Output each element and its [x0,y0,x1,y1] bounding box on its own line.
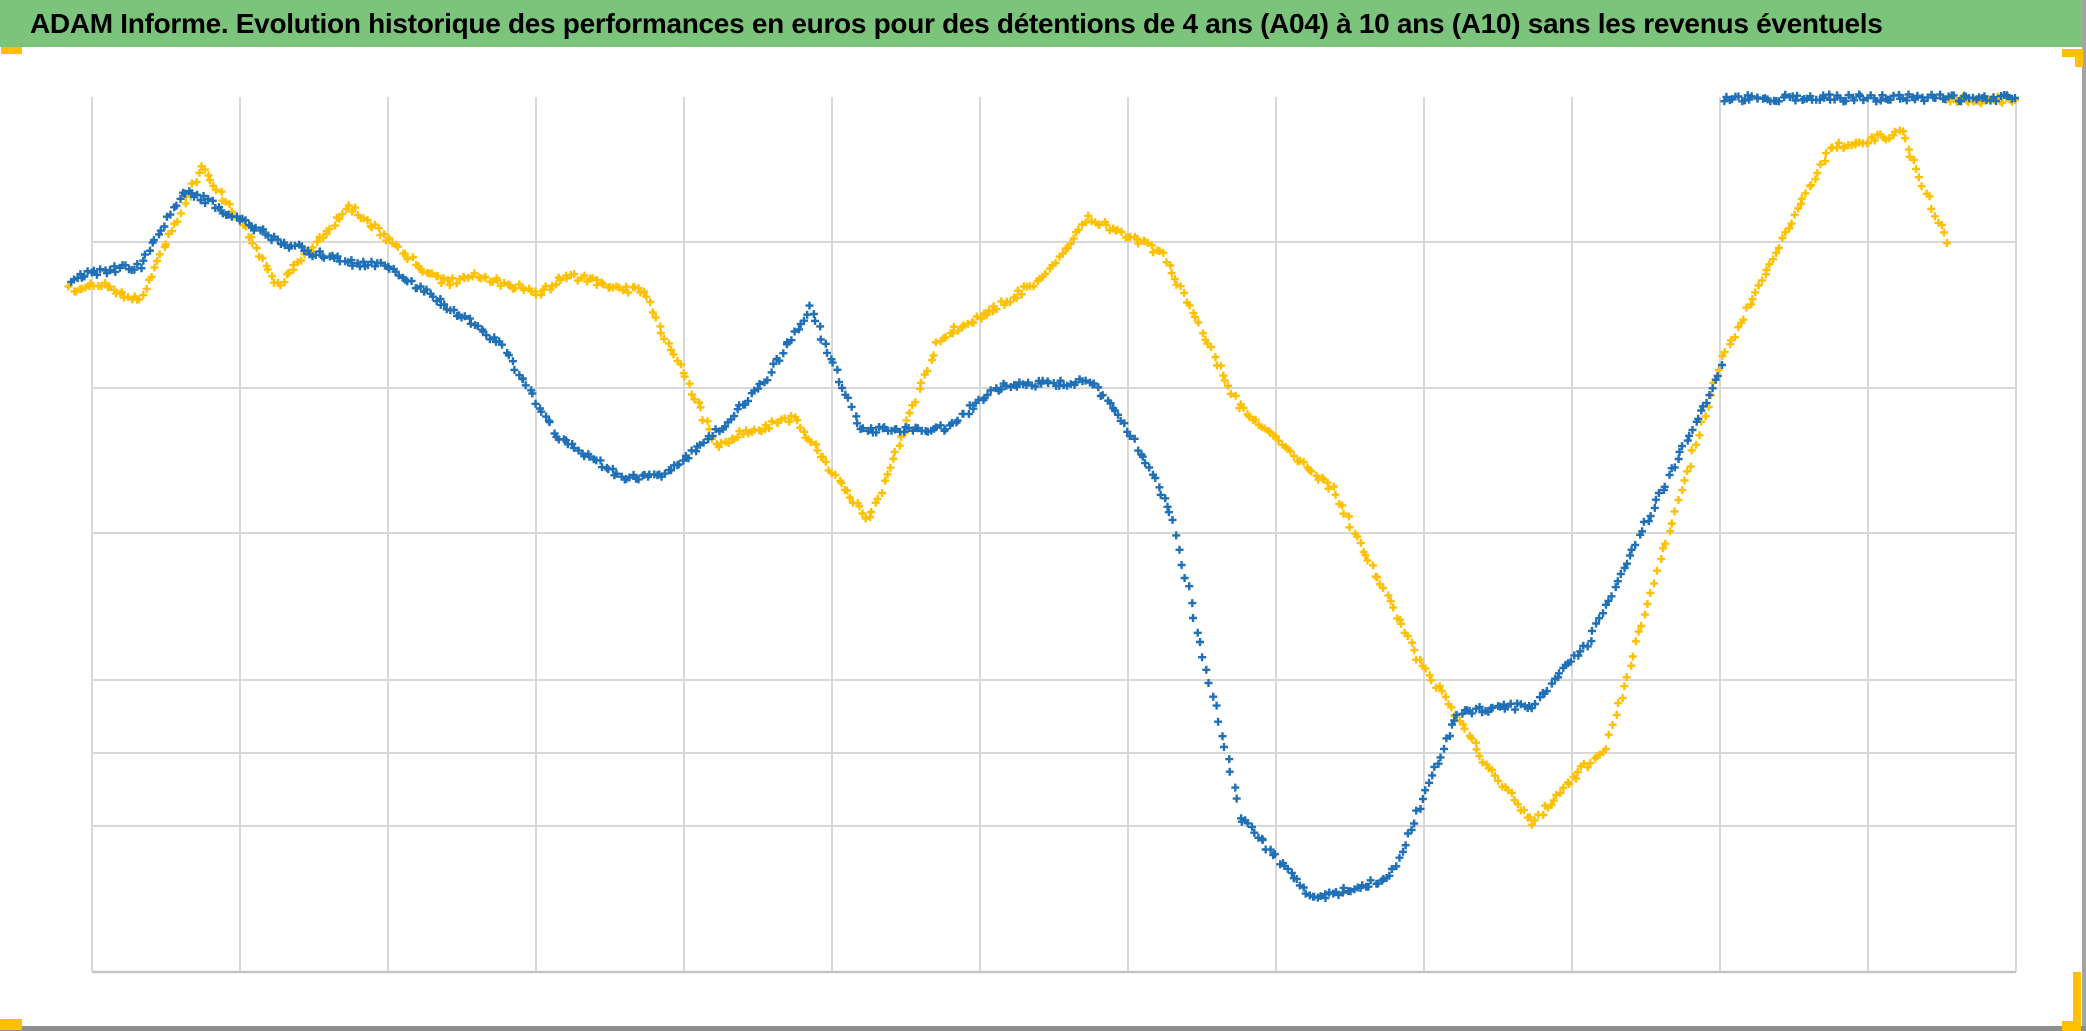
crop-handle-bottom-right[interactable] [2062,1021,2081,1031]
window-right-edge [2082,0,2086,1031]
window-bottom-edge [0,1026,2086,1031]
page-title: ADAM Informe. Evolution historique des p… [30,7,1883,39]
crop-handle-bottom-left[interactable] [0,1019,22,1030]
crop-handle-top-left[interactable] [1,47,22,54]
title-bar: ADAM Informe. Evolution historique des p… [0,0,2082,47]
crop-handle-top-right-vertical[interactable] [2075,49,2083,67]
crop-handle-top-right[interactable] [2062,49,2083,57]
crop-handle-bottom-right-vertical[interactable] [2073,972,2081,1031]
